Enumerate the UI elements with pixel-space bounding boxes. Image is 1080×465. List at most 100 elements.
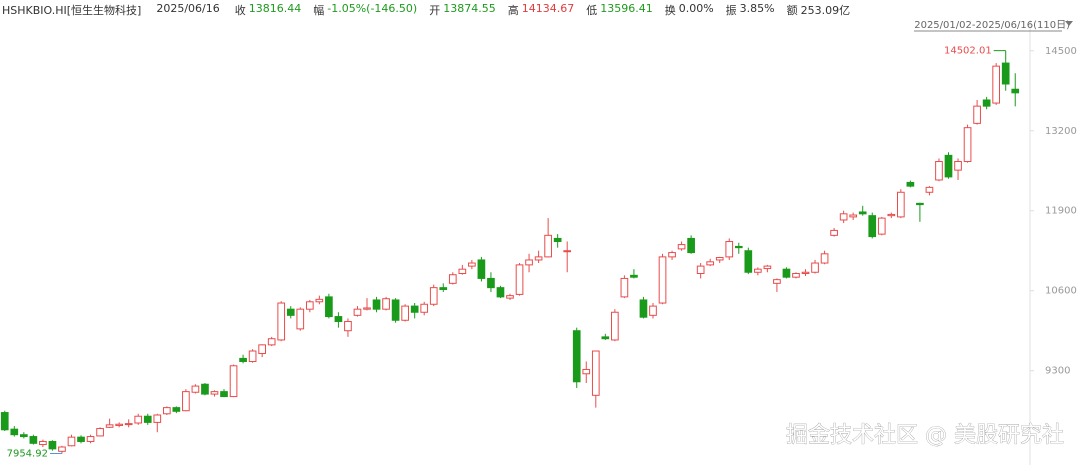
field-value: 3.85% — [739, 2, 775, 15]
candle-body — [191, 385, 200, 393]
field-value: 253.09亿 — [800, 4, 851, 17]
candle-body — [649, 305, 657, 316]
candle-body — [897, 191, 905, 218]
candle-body — [248, 350, 257, 362]
candle-body — [935, 161, 943, 181]
candle-body — [591, 350, 600, 396]
candle-body — [877, 217, 886, 235]
y-tick-label: 11900 — [1045, 206, 1077, 217]
candle-body — [1011, 88, 1020, 94]
candle-body — [153, 414, 162, 423]
y-tick-label: 9300 — [1045, 366, 1070, 377]
candle-body — [48, 440, 57, 450]
candle-body — [143, 415, 152, 423]
candle-body — [29, 436, 38, 444]
candle-body — [887, 213, 896, 217]
candle-body — [630, 274, 638, 278]
candle-body — [734, 245, 743, 249]
candle-body — [811, 262, 819, 273]
candle-body — [172, 407, 181, 412]
candle-body — [1001, 62, 1010, 85]
candle-body — [763, 265, 772, 270]
candle-body — [286, 308, 295, 316]
candle-body — [801, 271, 810, 274]
field-label: 额 — [786, 4, 798, 17]
candle-body — [210, 391, 219, 395]
candle-body — [525, 259, 533, 266]
candle-body — [944, 154, 953, 178]
candle-body — [391, 299, 400, 321]
candle-body — [544, 234, 552, 258]
field-value: 13874.55 — [443, 2, 496, 15]
field-label: 收 — [234, 4, 246, 17]
field-label: 开 — [429, 4, 441, 17]
candle-body — [439, 287, 448, 290]
candle-body — [115, 423, 123, 426]
candle-body — [296, 308, 305, 330]
field-label: 幅 — [313, 4, 325, 17]
candle-body — [267, 338, 276, 346]
candle-body — [553, 237, 562, 243]
candle-body — [134, 415, 143, 424]
field-value: 0.00% — [678, 2, 714, 15]
candle-body — [77, 436, 85, 442]
candle-body — [325, 296, 333, 318]
candle-body — [973, 105, 981, 124]
candle-body — [363, 307, 371, 310]
field-label: 高 — [507, 4, 519, 17]
candle-body — [401, 305, 409, 321]
candle-body — [86, 436, 95, 442]
candle-body — [162, 407, 171, 415]
candle-body — [687, 237, 695, 254]
candle-body — [448, 274, 457, 284]
field-value: -1.05%(-146.50) — [327, 2, 418, 15]
candle-body — [773, 279, 781, 284]
candle-body — [39, 440, 47, 446]
max-label: 14502.01 — [944, 46, 992, 57]
candle-body — [706, 261, 715, 266]
candle-body — [658, 256, 667, 304]
field-label: 换 — [664, 4, 676, 17]
candle-body — [782, 268, 791, 278]
candle-body — [182, 391, 190, 412]
candle-body — [382, 298, 390, 310]
candle-body — [10, 428, 19, 436]
candle-body — [563, 250, 572, 253]
candle-body — [725, 241, 734, 258]
candle-body — [992, 65, 1001, 104]
candle-body — [124, 423, 133, 426]
symbol: HSHKBIO.HI[恒生生物科技] — [2, 4, 142, 17]
candle-body — [258, 344, 266, 354]
field-label: 低 — [586, 4, 598, 17]
candle-body — [429, 287, 438, 305]
candle-body — [982, 99, 991, 107]
watermark: 掘金技术社区 @ 美股研究社 — [786, 423, 1064, 448]
candle-body — [201, 383, 209, 395]
candle-body — [344, 320, 352, 332]
field-value: 13596.41 — [600, 2, 653, 15]
candle-body — [744, 250, 753, 273]
y-tick-label: 14500 — [1045, 46, 1077, 57]
candle-body — [839, 213, 848, 221]
candle-body — [572, 330, 581, 383]
candle-body — [849, 214, 858, 218]
candle-body — [858, 211, 867, 215]
candle-body — [334, 316, 343, 322]
candle-body — [582, 368, 591, 375]
candle-body — [58, 446, 66, 452]
candle-body — [229, 365, 238, 398]
candle-body — [620, 277, 629, 298]
range-dropdown[interactable] — [1065, 21, 1073, 26]
candle-body — [820, 253, 829, 264]
candle-body — [239, 357, 247, 362]
candle-body — [668, 252, 676, 258]
candle-body — [954, 161, 962, 171]
candle-body — [420, 303, 429, 313]
candle-body — [916, 202, 924, 206]
candle-body — [96, 428, 104, 437]
candle-body — [792, 272, 800, 278]
candle-body — [410, 305, 419, 313]
candle-body — [830, 229, 838, 236]
